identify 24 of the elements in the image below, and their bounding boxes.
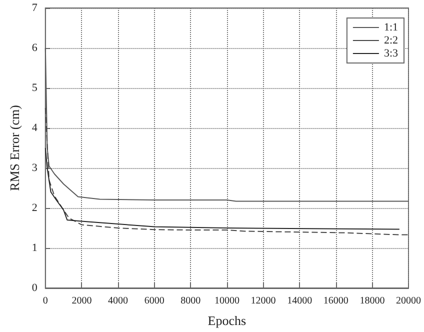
y-tick-label: 7 [32, 2, 38, 14]
x-tick-label: 20000 [396, 296, 421, 306]
x-tick-label: 6000 [144, 296, 164, 306]
x-tick-label: 2000 [72, 296, 92, 306]
y-axis-title: RMS Error (cm) [7, 105, 22, 191]
x-tick-label: 4000 [108, 296, 128, 306]
x-tick-label: 12000 [250, 296, 276, 306]
legend-label: 2:2 [384, 34, 398, 46]
y-tick-label: 5 [32, 82, 38, 94]
x-tick-label: 8000 [180, 296, 201, 306]
legend-label: 1:1 [384, 22, 398, 34]
x-tick-label: 16000 [323, 296, 348, 306]
x-tick-label: 18000 [360, 296, 385, 306]
x-tick-label: 10000 [214, 296, 240, 306]
y-tick-label: 6 [32, 42, 38, 54]
x-tick-label: 0 [42, 296, 48, 306]
y-tick-label: 3 [32, 162, 38, 174]
y-tick-label: 4 [32, 122, 38, 134]
x-tick-label: 14000 [287, 296, 312, 306]
y-tick-label: 0 [32, 282, 38, 294]
y-tick-label: 2 [32, 202, 38, 214]
legend-label: 3:3 [384, 48, 398, 60]
y-tick-label: 1 [32, 242, 38, 254]
x-axis-title: Epochs [208, 313, 246, 328]
